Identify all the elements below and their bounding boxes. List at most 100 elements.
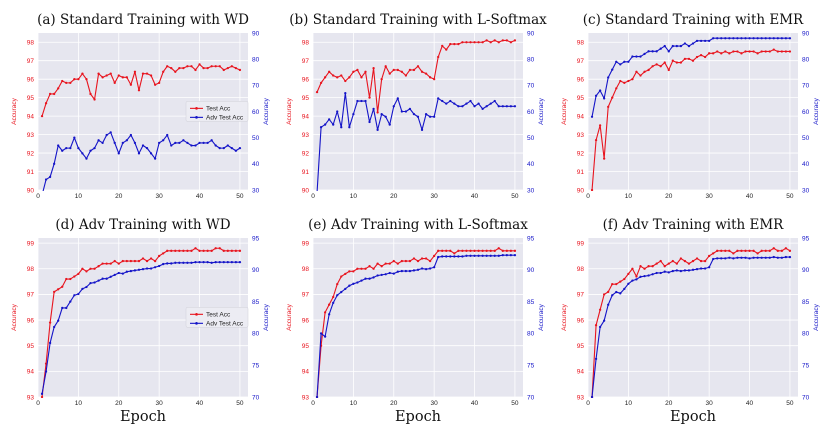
data-point bbox=[437, 55, 440, 59]
left-y-tick-label: 97 bbox=[577, 292, 585, 299]
data-point bbox=[202, 249, 205, 252]
data-point bbox=[768, 249, 771, 252]
data-point bbox=[416, 268, 420, 271]
data-point bbox=[461, 249, 464, 252]
data-point bbox=[376, 128, 379, 131]
data-point bbox=[457, 105, 460, 108]
data-point bbox=[226, 66, 229, 70]
data-point bbox=[360, 279, 363, 282]
series-test-acc bbox=[40, 247, 242, 398]
data-point bbox=[404, 259, 408, 263]
left-y-tick-label: 96 bbox=[302, 76, 310, 83]
data-point bbox=[619, 79, 622, 83]
data-point bbox=[206, 66, 209, 70]
data-point bbox=[186, 261, 189, 264]
data-point bbox=[210, 261, 213, 264]
data-point bbox=[590, 115, 594, 118]
data-point bbox=[679, 44, 683, 48]
data-point bbox=[756, 252, 759, 255]
right-y-tick-label: 90 bbox=[252, 267, 260, 274]
right-y-tick-label: 85 bbox=[802, 299, 810, 306]
data-point bbox=[477, 254, 480, 257]
data-point bbox=[708, 254, 711, 258]
x-tick-label: 10 bbox=[350, 193, 358, 200]
data-point bbox=[328, 70, 331, 73]
data-point bbox=[724, 37, 727, 40]
data-point bbox=[651, 50, 654, 53]
x-tick-label: 20 bbox=[665, 193, 673, 200]
data-point bbox=[428, 259, 432, 263]
data-point bbox=[631, 78, 634, 81]
series-adv-test-acc bbox=[315, 254, 517, 398]
data-point bbox=[202, 66, 205, 70]
data-point bbox=[776, 50, 779, 53]
data-point bbox=[145, 72, 149, 75]
chart-title: (c) Standard Training with EMR bbox=[583, 12, 804, 28]
data-point bbox=[772, 37, 775, 40]
left-y-tick-label: 94 bbox=[302, 369, 310, 376]
data-point bbox=[473, 254, 476, 257]
data-point bbox=[230, 261, 233, 264]
data-point bbox=[153, 157, 157, 160]
left-y-tick-label: 96 bbox=[577, 76, 585, 83]
data-point bbox=[388, 123, 391, 126]
data-point bbox=[643, 267, 646, 270]
data-point bbox=[598, 325, 602, 329]
data-point bbox=[137, 259, 141, 263]
data-point bbox=[97, 265, 100, 268]
data-point bbox=[424, 72, 428, 75]
left-y-tick-label: 93 bbox=[302, 132, 310, 139]
right-y-tick-label: 60 bbox=[252, 109, 260, 116]
left-y-tick-label: 98 bbox=[302, 40, 310, 47]
data-point bbox=[655, 63, 658, 66]
data-point bbox=[404, 269, 408, 273]
x-tick-label: 40 bbox=[471, 400, 479, 407]
data-point bbox=[190, 144, 193, 147]
data-point bbox=[222, 68, 225, 72]
data-point bbox=[489, 41, 492, 44]
data-point bbox=[465, 249, 468, 252]
data-point bbox=[424, 268, 428, 271]
x-tick-label: 30 bbox=[706, 193, 714, 200]
data-point bbox=[699, 267, 703, 270]
data-point bbox=[493, 39, 496, 42]
right-y-tick-label: 70 bbox=[802, 83, 810, 90]
data-point bbox=[186, 141, 189, 145]
data-point bbox=[744, 249, 747, 252]
data-point bbox=[158, 254, 161, 258]
data-point bbox=[396, 262, 399, 265]
data-point bbox=[234, 149, 238, 152]
right-y-tick-label: 80 bbox=[527, 331, 535, 338]
series-test-acc bbox=[590, 48, 792, 191]
data-point bbox=[218, 261, 221, 264]
data-point bbox=[404, 74, 408, 77]
data-point bbox=[465, 102, 468, 105]
data-point bbox=[129, 269, 133, 273]
data-point bbox=[772, 255, 775, 259]
chart-panel-2: (b) Standard Training with L-Softmax 0 10 2… bbox=[286, 12, 547, 200]
left-y-tick-label: 93 bbox=[27, 132, 35, 139]
chart-title: (f) Adv Training with EMR bbox=[603, 217, 785, 233]
plot-area bbox=[588, 33, 798, 190]
data-point bbox=[619, 292, 622, 295]
data-point bbox=[89, 92, 92, 96]
data-point bbox=[635, 55, 638, 58]
data-point bbox=[214, 65, 217, 68]
data-point bbox=[352, 70, 355, 73]
chart-panel-3: (c) Standard Training with EMR 0 10 20 30 40 5… bbox=[561, 12, 820, 200]
data-point bbox=[505, 254, 508, 257]
data-point bbox=[85, 270, 88, 273]
left-y-axis-label: Accuracy bbox=[11, 97, 18, 124]
data-point bbox=[788, 50, 792, 53]
data-point bbox=[752, 37, 755, 40]
data-point bbox=[44, 370, 48, 373]
data-point bbox=[505, 39, 508, 42]
data-point bbox=[424, 257, 428, 260]
data-point bbox=[489, 249, 492, 252]
data-point bbox=[667, 50, 670, 53]
right-y-tick-label: 80 bbox=[252, 56, 260, 63]
data-point bbox=[416, 259, 420, 263]
right-y-tick-label: 40 bbox=[802, 161, 810, 168]
data-point bbox=[198, 261, 201, 264]
